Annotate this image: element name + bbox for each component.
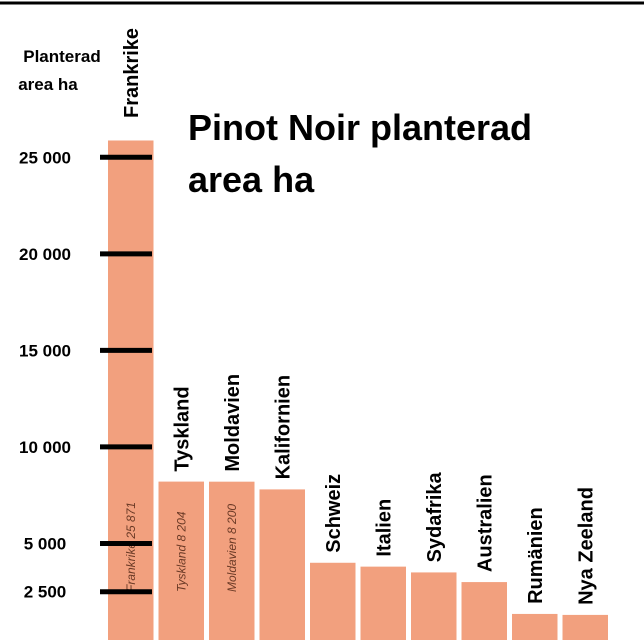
- y-tick-label: 5 000: [24, 534, 67, 553]
- bar: [259, 489, 305, 640]
- bar: [360, 566, 406, 640]
- bar: [158, 481, 204, 640]
- category-label: Schweiz: [323, 474, 345, 553]
- y-tick-label: 2 500: [24, 583, 67, 602]
- bar: [562, 614, 608, 640]
- chart-title: Pinot Noir planterad area ha: [188, 107, 532, 200]
- y-tick-label: 10 000: [19, 438, 71, 457]
- y-tick-label: 15 000: [19, 341, 71, 360]
- y-axis-label: Planterad area ha: [18, 47, 101, 94]
- category-label: Kalifornien: [272, 375, 294, 479]
- category-label: Rumänien: [525, 507, 547, 604]
- value-label: Frankrike 25 871: [124, 502, 138, 592]
- bar: [209, 481, 255, 640]
- category-label: Tyskland: [171, 386, 193, 471]
- bar: [310, 562, 356, 640]
- category-label: Moldavien: [222, 374, 244, 472]
- value-label: Tyskland 8 204: [174, 511, 188, 592]
- bar: [411, 572, 457, 640]
- y-tick-label: 20 000: [19, 245, 71, 264]
- category-label: Italien: [373, 499, 395, 557]
- y-tick-label: 25 000: [19, 148, 71, 167]
- category-label: Nya Zeeland: [575, 487, 597, 605]
- bar: [512, 613, 558, 640]
- category-label: Frankrike: [121, 28, 143, 118]
- bar: [108, 140, 154, 640]
- bar: [461, 582, 507, 640]
- value-label: Moldavien 8 200: [225, 504, 239, 592]
- category-label: Sydafrika: [424, 471, 446, 562]
- category-label: Australien: [474, 474, 496, 572]
